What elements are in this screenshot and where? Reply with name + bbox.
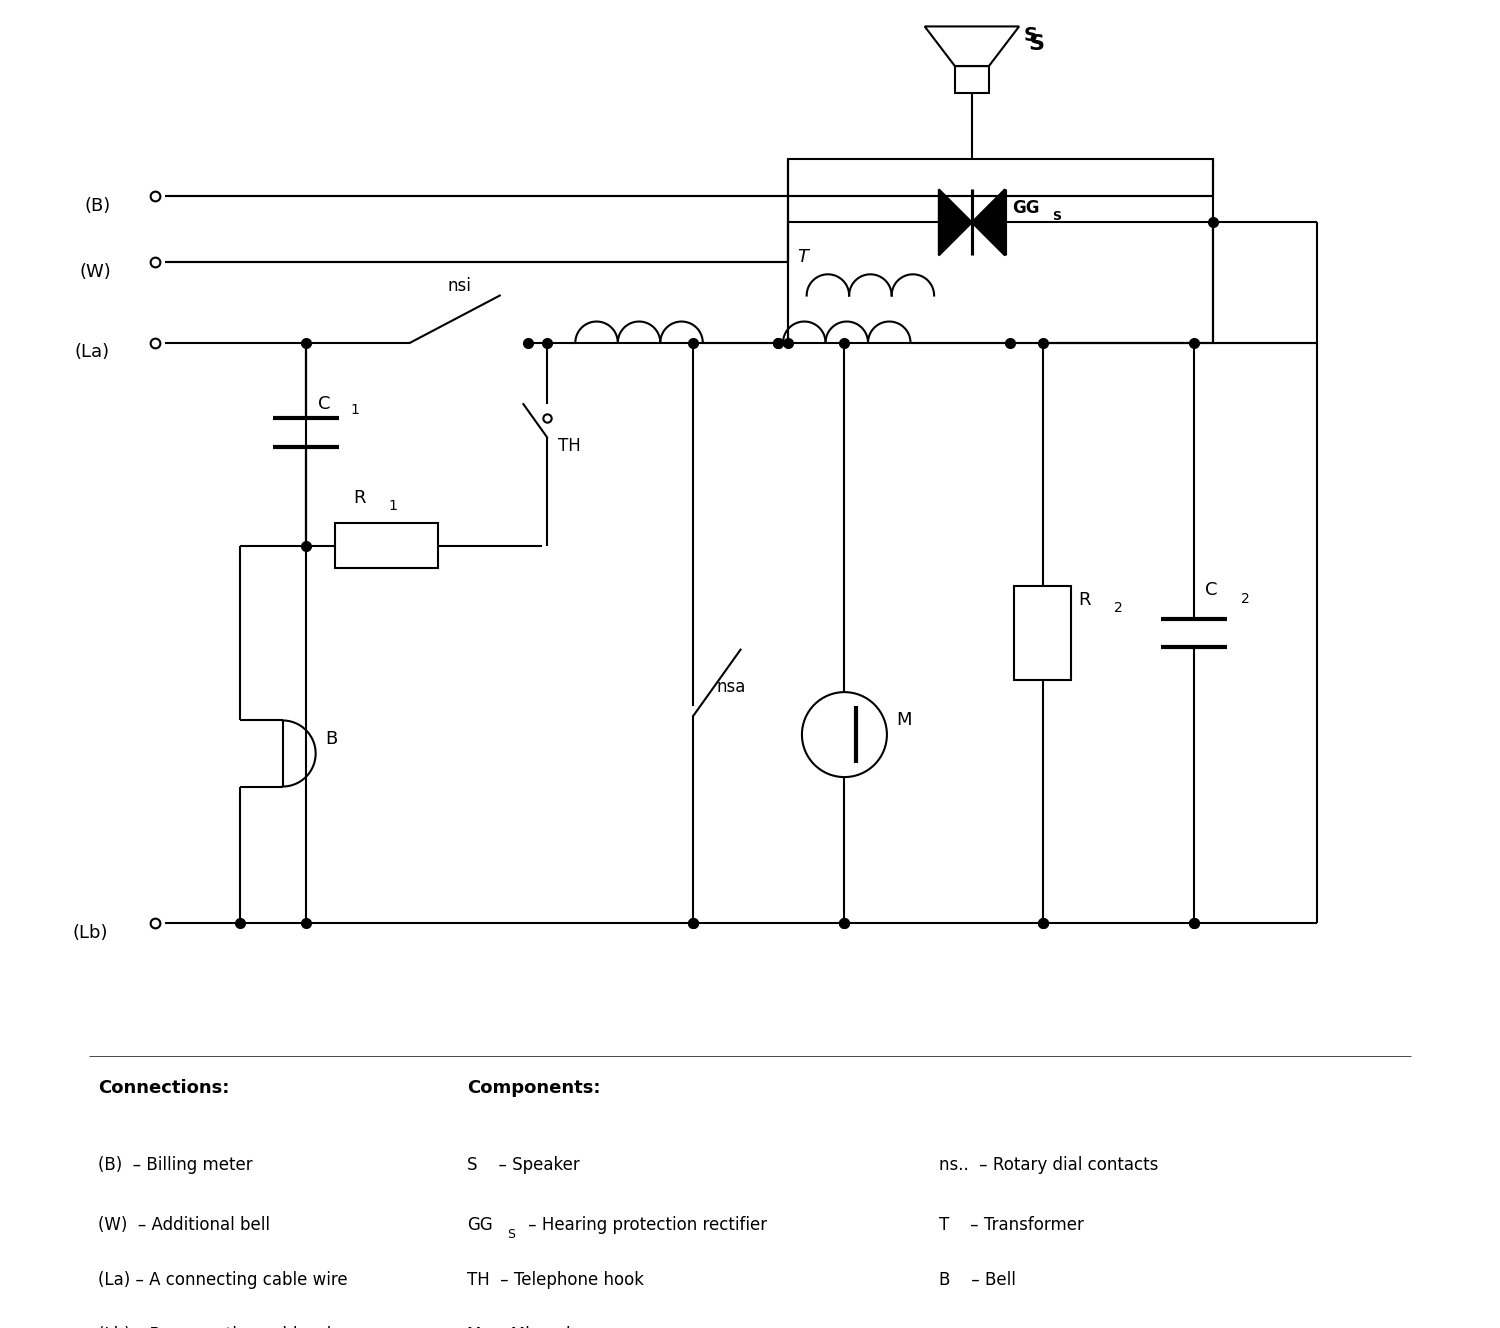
Text: S: S [1052,210,1060,223]
Text: S: S [507,1228,516,1240]
Text: S    – Speaker: S – Speaker [466,1157,579,1174]
Text: (La) – A connecting cable wire: (La) – A connecting cable wire [99,1271,348,1289]
Text: S: S [1024,25,1038,45]
Bar [956,66,988,93]
Text: TH  – Telephone hook: TH – Telephone hook [466,1271,644,1289]
Text: M   – Microphone: M – Microphone [466,1325,608,1328]
Text: M: M [897,712,912,729]
Text: 1: 1 [351,402,360,417]
Bar [788,158,1212,343]
Text: T: T [796,248,808,267]
Text: (W)  – Additional bell: (W) – Additional bell [99,1216,270,1234]
Text: 2: 2 [1113,602,1122,615]
Text: B: B [326,730,338,748]
Text: (W): (W) [80,263,111,280]
Text: TH: TH [558,437,580,456]
Text: Components:: Components: [466,1080,600,1097]
Text: (B): (B) [84,197,111,215]
Text: (Lb) – B connecting cable wire: (Lb) – B connecting cable wire [99,1325,348,1328]
Text: GG: GG [1013,199,1040,216]
Bar [334,523,438,568]
Text: C: C [1204,582,1218,599]
Text: R: R [1078,591,1090,608]
Text: – Hearing protection rectifier: – Hearing protection rectifier [524,1216,768,1234]
Text: (Lb): (Lb) [72,923,108,942]
Text: (B)  – Billing meter: (B) – Billing meter [99,1157,254,1174]
Text: nsa: nsa [717,679,747,696]
Text: R: R [354,489,366,507]
Text: 1: 1 [388,499,398,513]
Bar [1014,586,1071,680]
Text: (La): (La) [75,343,109,361]
Polygon shape [939,190,972,255]
Text: Connections:: Connections: [99,1080,230,1097]
Text: T    – Transformer: T – Transformer [939,1216,1083,1234]
Text: C: C [318,394,330,413]
Text: nsi: nsi [448,276,471,295]
Text: B    – Bell: B – Bell [939,1271,1016,1289]
Polygon shape [972,190,1005,255]
Text: GG: GG [466,1216,492,1234]
Text: 2: 2 [1240,592,1250,606]
Text: S: S [1029,35,1044,54]
Text: ns..  – Rotary dial contacts: ns.. – Rotary dial contacts [939,1157,1158,1174]
